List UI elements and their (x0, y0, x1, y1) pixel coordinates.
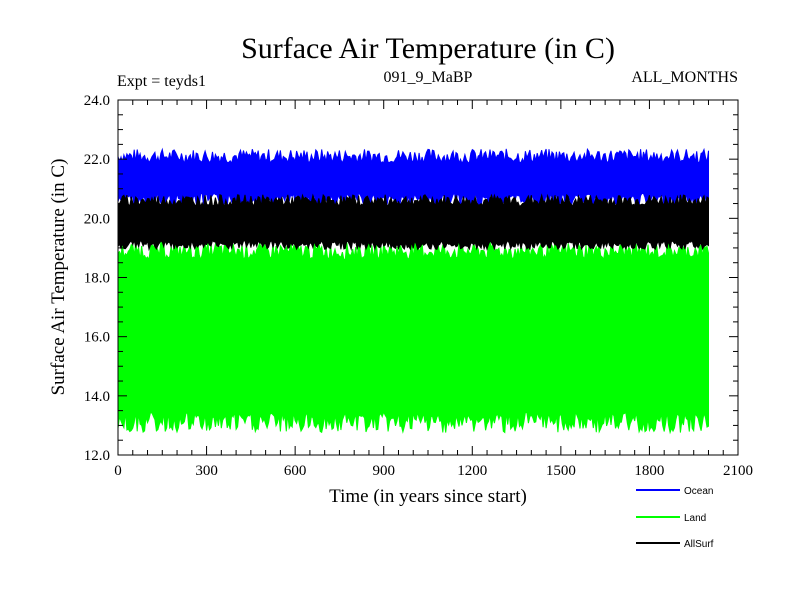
series-allsurf-band (117, 193, 709, 252)
x-tick-label: 1800 (634, 463, 664, 479)
legend-label-ocean: Ocean (684, 486, 713, 497)
x-tick-label: 300 (195, 463, 218, 479)
x-tick-label: 2100 (723, 463, 753, 479)
axis-ticks: 0 300 600 900 1200 1500 1800 2100 12.0 14.0 16.0 18… (84, 93, 753, 479)
y-tick-label: 18.0 (84, 271, 110, 287)
y-tick-label: 20.0 (84, 211, 110, 227)
subtitle-months: ALL_MONTHS (631, 69, 738, 86)
x-tick-label: 600 (284, 463, 307, 479)
x-tick-label: 1500 (546, 463, 576, 479)
x-tick-label: 900 (372, 463, 395, 479)
y-tick-label: 14.0 (84, 389, 110, 405)
y-tick-label: 12.0 (84, 448, 110, 464)
plot-series (117, 147, 709, 435)
legend-label-allsurf: AllSurf (684, 539, 714, 550)
y-tick-label: 22.0 (84, 152, 110, 168)
legend: Ocean Land AllSurf (636, 486, 714, 550)
x-axis-label: Time (in years since start) (329, 486, 527, 507)
legend-label-land: Land (684, 513, 706, 524)
y-tick-label: 16.0 (84, 330, 110, 346)
x-tick-label: 0 (114, 463, 122, 479)
chart-title: Surface Air Temperature (in C) (241, 32, 615, 65)
subtitle-period: 091_9_MaBP (384, 69, 473, 86)
y-tick-label: 24.0 (84, 93, 110, 109)
y-axis-label: Surface Air Temperature (in C) (48, 159, 69, 396)
x-tick-label: 1200 (457, 463, 487, 479)
subtitle-experiment: Expt = teyds1 (117, 73, 206, 90)
series-land-band (117, 240, 709, 435)
